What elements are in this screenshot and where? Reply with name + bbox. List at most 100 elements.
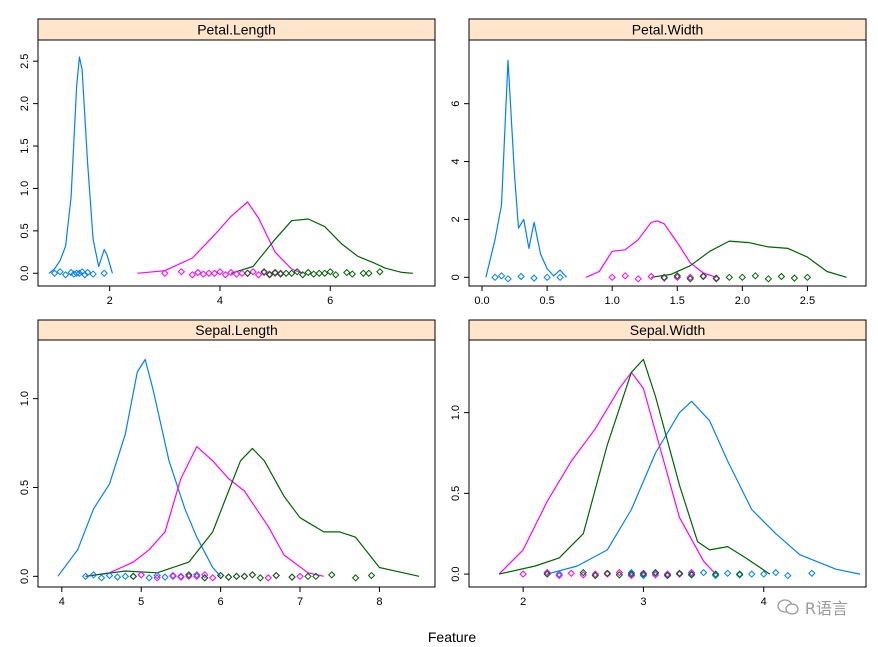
x-tick-label: 2 [520,596,526,608]
density-curve-virginica [498,358,771,575]
rug-point-versicolor [608,273,616,282]
rug-point-versicolor [627,571,636,580]
plot-area [48,56,413,279]
rug-point-versicolor [194,268,202,277]
rug-point-versicolor [615,568,624,577]
rug-point-virginica [651,568,660,577]
rug-point-virginica [777,272,786,281]
x-tick-label: 6 [327,295,333,307]
rug-point-virginica [348,270,356,278]
density-curve-versicolor [585,220,717,278]
rug-point-virginica [803,273,812,282]
rug-point-virginica [332,271,340,279]
rug-point-virginica [260,268,268,276]
rug-point-versicolor [675,570,684,578]
rug-point-virginica [543,570,551,578]
rug-point-versicolor [177,573,185,581]
x-tick-label: 4 [217,295,223,307]
y-tick-label: 4 [450,158,462,164]
rug-point-virginica [367,571,376,580]
rug-point-setosa [772,568,780,577]
density-curve-versicolor [85,446,324,577]
x-tick-label: 4 [761,596,767,608]
y-tick-label: 2.0 [19,96,31,111]
rug-point-versicolor [224,573,233,581]
rug-point-virginica [304,572,312,581]
rug-point-virginica [265,271,274,279]
rug-point-versicolor [686,273,694,282]
rug-point-virginica [293,268,301,276]
rug-point-virginica [201,574,209,582]
rug-point-setosa [627,568,636,577]
y-tick-label: 6 [450,101,462,107]
rug-point-setosa [491,273,499,282]
rug-point-setosa [784,571,792,580]
rug-point-versicolor [603,570,612,578]
rug-point-versicolor [288,573,296,581]
rug-point-versicolor [161,269,169,277]
rug-point-virginica [663,571,672,580]
y-tick-label: 0.0 [19,569,31,584]
rug-point-virginica [256,574,265,582]
density-curve-versicolor [498,371,717,575]
watermark-text: R语言 [804,599,848,618]
y-tick-label: 1.0 [19,181,31,196]
rug-point-versicolor [201,571,209,579]
y-tick-label: 0 [450,274,462,280]
rug-point-virginica [185,571,193,579]
x-tick-label: 2.5 [800,295,815,307]
rug-point-setosa [177,572,185,581]
rug-point-setosa [543,273,551,282]
rug-point-virginica [343,268,351,277]
rug-point-setosa [137,571,145,579]
rug-point-setosa [100,269,108,277]
panel-title: Sepal.Length [195,322,278,338]
rug-point-virginica [304,268,312,277]
y-tick-label: 1.0 [19,391,31,406]
rug-point-virginica [365,269,373,277]
rug-point-versicolor [240,572,249,581]
rug-point-setosa [72,269,81,277]
x-tick-label: 0.0 [474,295,489,307]
rug-point-virginica [764,275,773,283]
panel-frame [37,339,436,588]
rug-point-virginica [686,275,694,283]
panel-title: Sepal.Width [630,322,705,338]
rug-point-virginica [288,573,296,581]
rug-point-virginica [328,571,336,579]
rug-point-virginica [351,574,360,582]
rug-point-setosa [748,570,756,578]
rug-point-versicolor [221,271,230,279]
rug-point-setosa [735,571,744,579]
panel-petal-width: Petal.Width 0.0 0.5 1.0 1.5 2.0 2.5 0 2 4 6 [450,18,867,307]
rug-point-setosa [639,571,648,580]
y-tick-label: 0.0 [19,266,31,281]
rug-point-setosa [169,572,177,581]
rug-point-setosa [75,269,84,277]
density-curve-virginica [651,240,847,278]
density-curve-setosa [547,400,861,575]
rug-point-virginica [591,571,600,580]
rug-point-versicolor [579,571,587,579]
rug-point-setosa [723,569,732,577]
rug-point-virginica [790,274,799,282]
rug-point-versicolor [232,572,241,581]
rug-point-setosa [760,570,768,578]
plot-area [485,59,847,283]
rug-point-virginica [673,272,681,280]
rug-point-virginica [271,268,279,277]
rug-point-virginica [725,273,734,282]
rug-point-setosa [517,272,525,281]
rug-point-setosa [556,273,564,282]
rug-point-setosa [97,574,106,582]
rug-point-virginica [243,269,252,277]
y-tick-label: 0.0 [450,566,462,581]
rug-point-versicolor [647,272,655,281]
x-tick-label: 2 [107,295,113,307]
rug-point-virginica [321,269,329,277]
rug-point-versicolor [660,274,668,282]
x-tick-label: 0.5 [539,295,554,307]
density-curve-virginica [85,447,420,577]
density-curve-setosa [48,56,113,274]
rug-point-setosa [699,568,708,577]
